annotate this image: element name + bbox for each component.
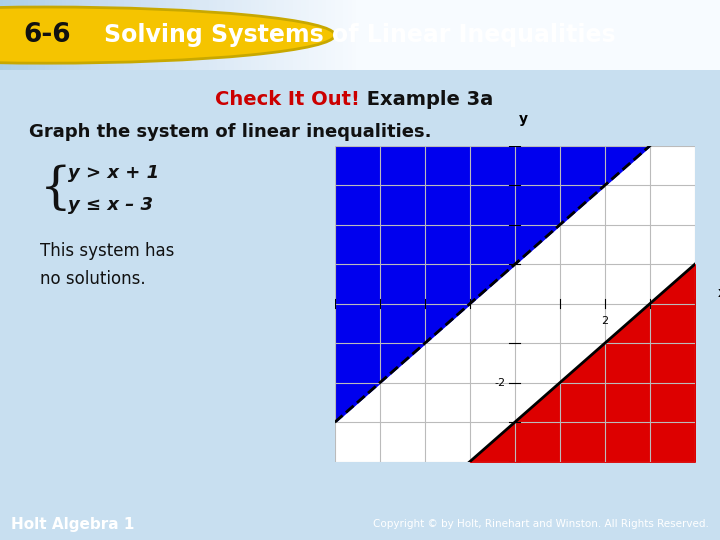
Text: 6-6: 6-6	[23, 22, 71, 48]
Text: y: y	[519, 112, 528, 126]
Text: Graph the system of linear inequalities.: Graph the system of linear inequalities.	[29, 123, 431, 141]
Text: This system has
no solutions.: This system has no solutions.	[40, 242, 174, 287]
Text: -2: -2	[495, 377, 506, 388]
Text: x: x	[717, 286, 720, 300]
Text: Copyright © by Holt, Rinehart and Winston. All Rights Reserved.: Copyright © by Holt, Rinehart and Winsto…	[374, 519, 709, 529]
Text: Check It Out!: Check It Out!	[215, 90, 360, 110]
Text: Solving Systems of Linear Inequalities: Solving Systems of Linear Inequalities	[104, 23, 616, 47]
Circle shape	[0, 7, 335, 63]
Text: 2: 2	[601, 315, 608, 326]
Text: y ≤ x – 3: y ≤ x – 3	[68, 196, 153, 214]
Text: y > x + 1: y > x + 1	[68, 164, 160, 182]
Text: {: {	[40, 164, 71, 214]
Text: Example 3a: Example 3a	[360, 90, 493, 110]
Text: Holt Algebra 1: Holt Algebra 1	[11, 517, 134, 532]
